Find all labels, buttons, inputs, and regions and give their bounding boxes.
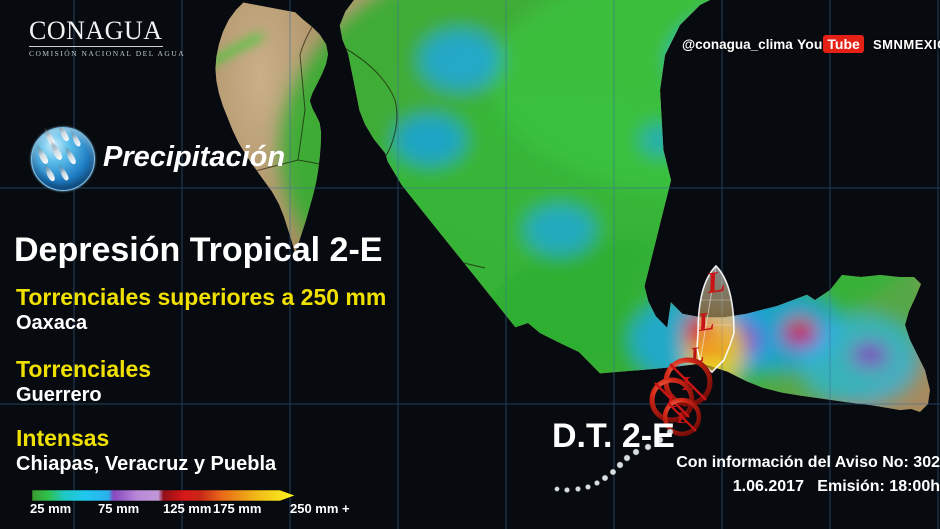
svg-text:L: L	[676, 410, 687, 427]
